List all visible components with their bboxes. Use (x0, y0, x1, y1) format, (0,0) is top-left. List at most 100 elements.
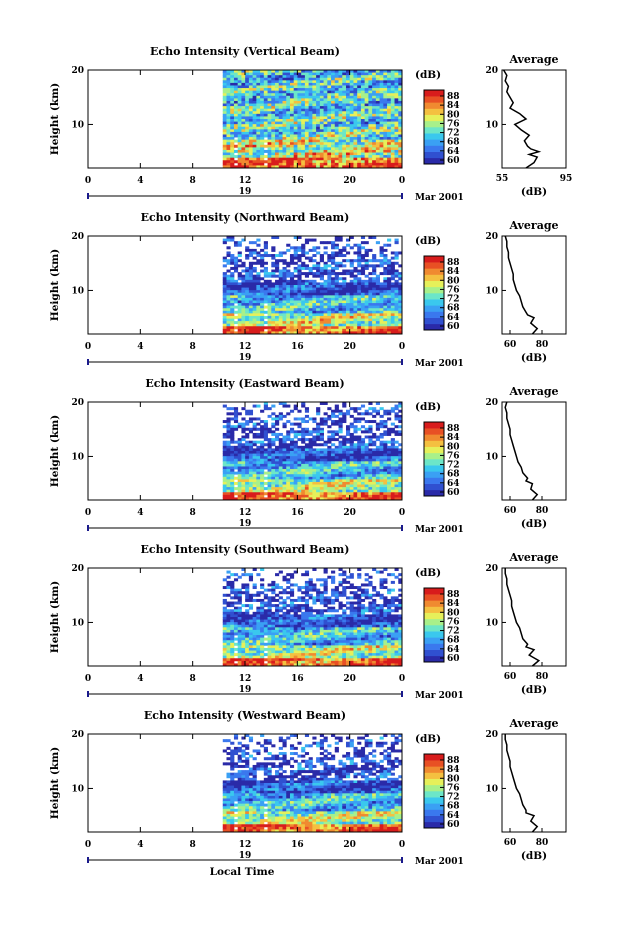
heatmap-cell (383, 103, 388, 107)
heatmap-cell (233, 593, 239, 597)
heatmap-cell (372, 72, 377, 76)
heatmap-cell (230, 635, 235, 639)
heatmap-cell (237, 629, 242, 633)
heatmap-cell (301, 404, 306, 408)
heatmap-cell (342, 497, 347, 501)
heatmap-cell (241, 305, 246, 309)
heatmap-cell (342, 129, 347, 133)
heatmap-cell (237, 588, 242, 592)
heatmap-cell (301, 489, 306, 493)
heatmap-cell (271, 484, 276, 488)
heatmap-cell (316, 422, 321, 426)
heatmap-cell (338, 287, 343, 291)
heatmap-cell (237, 451, 242, 454)
heatmap-cell (241, 463, 246, 467)
heatmap-cell (394, 155, 399, 159)
heatmap-cell (368, 142, 373, 146)
heatmap-cell (245, 466, 250, 470)
heatmap-cell (286, 155, 291, 159)
heatmap-cell (331, 266, 336, 270)
heatmap-cell (334, 295, 339, 299)
heatmap-cell (398, 88, 403, 92)
heatmap-cell (263, 430, 268, 434)
heatmap-cell (357, 297, 362, 301)
heatmap-cell (237, 152, 242, 156)
heatmap-cell (241, 82, 246, 86)
heatmap-cell (293, 70, 298, 73)
heatmap-cell (226, 417, 231, 421)
heatmap-cell (372, 85, 377, 89)
heatmap-cell (263, 77, 268, 81)
heatmap-cell (394, 318, 399, 322)
heatmap-cell (230, 142, 235, 146)
heatmap-cell (357, 456, 362, 460)
heatmap-cell (256, 277, 261, 281)
heatmap-cell (226, 310, 231, 314)
heatmap-cell (222, 660, 227, 664)
heatmap-cell (331, 463, 336, 467)
heatmap-cell (226, 100, 231, 104)
heatmap-cell (248, 292, 254, 296)
heatmap-cell (241, 129, 246, 133)
heatmap-cell (394, 461, 399, 465)
heatmap-cell (349, 162, 354, 166)
heatmap-cell (230, 238, 235, 242)
heatmap-cell (260, 305, 265, 309)
heatmap-cell (334, 323, 339, 327)
heatmap-cell (241, 438, 246, 442)
heatmap-cell (237, 137, 242, 141)
heatmap-cell (293, 269, 298, 273)
heatmap-cell (364, 481, 369, 485)
heatmap-cell (248, 72, 254, 76)
heatmap-cell (304, 497, 310, 501)
heatmap-cell (297, 292, 302, 296)
heatmap-cell (301, 321, 306, 325)
heatmap-cell (323, 287, 328, 291)
heatmap-cell (312, 440, 317, 444)
heatmap-cell (360, 453, 366, 457)
heatmap-cell (301, 243, 306, 247)
heatmap-cell (349, 72, 354, 76)
heatmap-cell (364, 279, 369, 283)
heatmap-cell (260, 479, 265, 483)
heatmap-cell (379, 287, 384, 291)
heatmap-cell (316, 129, 321, 133)
heatmap-cell (379, 282, 384, 286)
heatmap-cell (334, 487, 339, 491)
heatmap-cell (245, 108, 250, 112)
heatmap-cell (301, 279, 306, 283)
heatmap-cell (390, 443, 395, 447)
heatmap-cell (230, 479, 235, 483)
heatmap-cell (349, 422, 354, 426)
heatmap-cell (379, 93, 384, 97)
heatmap-cell (353, 98, 358, 102)
heatmap-cell (319, 155, 324, 159)
heatmap-cell (289, 310, 295, 314)
heatmap-cell (372, 266, 377, 270)
heatmap-cell (226, 137, 231, 141)
heatmap-cell (319, 313, 324, 317)
heatmap-cell (267, 77, 272, 81)
heatmap-cell (271, 282, 276, 286)
heatmap-cell (387, 106, 392, 110)
colorbar-segment (424, 90, 444, 97)
heatmap-cell (297, 432, 302, 436)
heatmap-cell (222, 321, 227, 325)
heatmap-cell (331, 131, 336, 135)
heatmap-cell (230, 160, 235, 164)
heatmap-cell (260, 425, 265, 429)
heatmap-cell (372, 264, 377, 268)
heatmap-cell (271, 461, 276, 465)
heatmap-cell (230, 407, 235, 411)
heatmap-cell (226, 474, 231, 478)
heatmap-cell (275, 108, 280, 112)
heatmap-cell (353, 435, 358, 439)
heatmap-cell (383, 88, 388, 92)
heatmap-cell (379, 331, 384, 335)
heatmap-cell (357, 438, 362, 442)
heatmap-cell (282, 318, 287, 322)
heatmap-cell (256, 292, 261, 296)
heatmap-cell (327, 70, 332, 73)
heatmap-cell (368, 305, 373, 309)
heatmap-cell (275, 456, 280, 460)
